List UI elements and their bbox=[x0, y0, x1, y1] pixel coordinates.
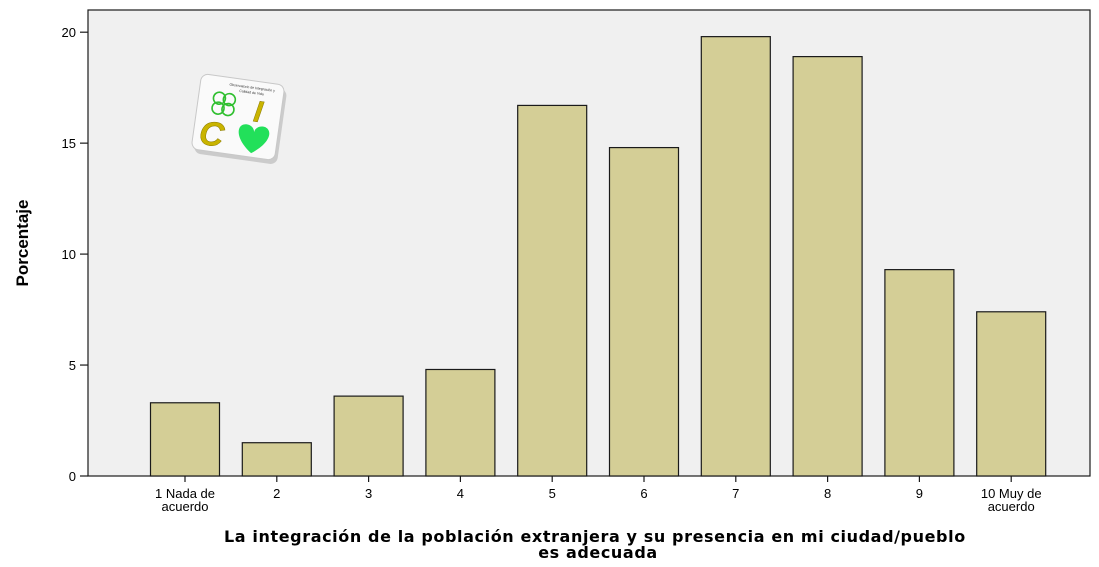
x-axis-title: La integración de la población extranjer… bbox=[224, 527, 972, 562]
bar-4 bbox=[425, 368, 496, 477]
y-axis: 0 5 10 15 20 bbox=[62, 25, 88, 484]
bar-1 bbox=[149, 402, 221, 477]
x-tick-label-9-line-1: 9 bbox=[916, 486, 923, 501]
x-tick-label-10-line-1: 10 Muy de bbox=[981, 486, 1042, 501]
x-tick-label-4: 4 bbox=[457, 486, 464, 501]
x-tick-label-2-line-1: 2 bbox=[273, 486, 280, 501]
y-tick-label-0: 0 bbox=[69, 469, 76, 484]
x-tick-label-5: 5 bbox=[549, 486, 556, 501]
bar-6 bbox=[608, 146, 680, 477]
x-tick-label-1-line-2: acuerdo bbox=[162, 499, 209, 514]
bar-7 bbox=[700, 36, 771, 477]
x-tick-label-10: 10 Muy de acuerdo bbox=[981, 486, 1042, 514]
logo-caption-line-2: Calidad de Vida bbox=[239, 89, 264, 96]
x-tick-label-10-line-2: acuerdo bbox=[988, 499, 1035, 514]
x-tick-label-3-line-1: 3 bbox=[365, 486, 372, 501]
x-tick-label-7: 7 bbox=[732, 486, 739, 501]
y-tick-label-1: 5 bbox=[69, 358, 76, 373]
x-tick-label-6-line-1: 6 bbox=[640, 486, 647, 501]
x-tick-label-9: 9 bbox=[916, 486, 923, 501]
bar-10 bbox=[976, 311, 1047, 477]
clover-icon bbox=[211, 91, 237, 117]
y-axis-title: Porcentaje bbox=[13, 200, 32, 287]
x-tick-label-7-line-1: 7 bbox=[732, 486, 739, 501]
bar-8 bbox=[792, 55, 863, 477]
x-axis-title-line-1: La integración de la población extranjer… bbox=[224, 527, 966, 546]
x-tick-label-1: 1 Nada de acuerdo bbox=[155, 486, 215, 514]
x-tick-label-8: 8 bbox=[824, 486, 831, 501]
y-tick-label-3: 15 bbox=[62, 136, 76, 151]
bar-5 bbox=[517, 104, 588, 477]
heart-icon bbox=[238, 124, 270, 154]
bar-2 bbox=[241, 442, 312, 477]
x-tick-label-2: 2 bbox=[273, 486, 280, 501]
y-tick-label-2: 10 bbox=[62, 247, 76, 262]
logo-caption-line-1: Observatorio de Integración y bbox=[229, 83, 275, 93]
x-axis-title-line-2: es adecuada bbox=[538, 543, 658, 562]
x-tick-label-8-line-1: 8 bbox=[824, 486, 831, 501]
logo: Observatorio de Integración y Calidad de… bbox=[191, 73, 287, 164]
logo-letter-c: C bbox=[197, 114, 227, 155]
bar-9 bbox=[884, 269, 955, 477]
bar-3 bbox=[333, 395, 404, 477]
x-tick-label-6: 6 bbox=[640, 486, 647, 501]
x-tick-label-3: 3 bbox=[365, 486, 372, 501]
bars bbox=[149, 36, 1047, 477]
y-tick-label-4: 20 bbox=[62, 25, 76, 40]
x-tick-label-5-line-1: 5 bbox=[549, 486, 556, 501]
x-tick-label-4-line-1: 4 bbox=[457, 486, 464, 501]
x-tick-label-1-line-1: 1 Nada de bbox=[155, 486, 215, 501]
